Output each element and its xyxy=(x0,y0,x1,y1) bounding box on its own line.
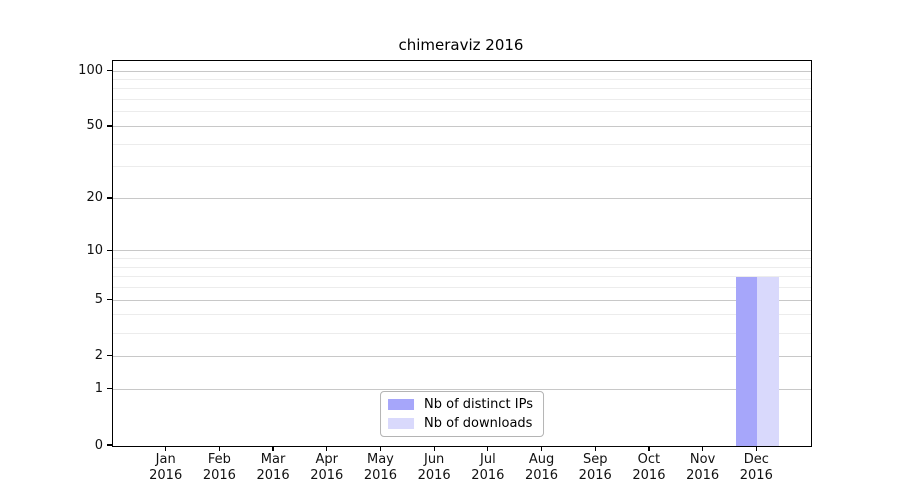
x-axis-tick xyxy=(326,446,328,451)
month-label: Jul xyxy=(480,452,496,467)
gridline-minor xyxy=(113,266,811,268)
x-axis-tick-label: Apr 2016 xyxy=(297,452,357,484)
y-axis-tick xyxy=(107,444,112,446)
y-axis-tick xyxy=(107,355,112,357)
y-axis-tick-label: 10 xyxy=(86,242,103,258)
bar-distinct-ips xyxy=(735,277,758,446)
x-axis-tick-label: Oct 2016 xyxy=(619,452,679,484)
year-label: 2016 xyxy=(310,468,344,483)
y-axis-tick-label: 0 xyxy=(94,437,103,453)
y-axis-tick-label: 5 xyxy=(94,292,103,308)
y-axis-tick xyxy=(107,299,112,301)
gridline-minor xyxy=(113,111,811,113)
y-axis-tick-label: 20 xyxy=(86,190,103,206)
x-axis-tick-label: Sep 2016 xyxy=(565,452,625,484)
bar-downloads xyxy=(757,277,779,446)
year-label: 2016 xyxy=(363,468,397,483)
y-axis-tick xyxy=(107,125,112,127)
x-axis-tick-label: Nov 2016 xyxy=(673,452,733,484)
y-axis-tick xyxy=(107,197,112,199)
year-label: 2016 xyxy=(471,468,505,483)
month-label: Feb xyxy=(207,452,231,467)
year-label: 2016 xyxy=(417,468,451,483)
y-axis-tick xyxy=(107,69,112,72)
x-axis-tick xyxy=(540,446,543,451)
x-axis-tick-label: May 2016 xyxy=(350,452,410,484)
legend-swatch xyxy=(388,418,415,429)
x-axis-tick xyxy=(702,446,704,451)
gridline-major xyxy=(113,299,811,301)
x-axis-tick xyxy=(487,446,489,451)
x-axis-tick-label: Feb 2016 xyxy=(189,452,249,484)
y-axis-tick-label: 100 xyxy=(78,63,103,79)
year-label: 2016 xyxy=(202,468,236,483)
year-label: 2016 xyxy=(149,468,183,483)
x-axis-tick xyxy=(379,446,382,451)
gridline-minor xyxy=(113,314,811,316)
month-label: Dec xyxy=(743,452,769,467)
plot-area: Nb of distinct IPs Nb of downloads xyxy=(112,60,812,447)
gridline-major xyxy=(113,388,811,390)
legend: Nb of distinct IPs Nb of downloads xyxy=(380,391,544,437)
x-axis-tick xyxy=(433,446,435,451)
gridline-major xyxy=(113,355,811,357)
gridline-minor xyxy=(113,276,811,278)
month-label: Jun xyxy=(423,452,445,467)
x-axis-tick xyxy=(594,446,596,451)
gridline-major xyxy=(113,250,811,252)
month-label: Sep xyxy=(582,452,608,467)
x-axis-tick-label: Jul 2016 xyxy=(458,452,518,484)
month-label: Apr xyxy=(315,452,339,467)
y-axis-tick xyxy=(107,388,112,390)
gridline-minor xyxy=(113,143,811,145)
x-axis-tick xyxy=(272,446,274,451)
y-axis-tick-label: 2 xyxy=(94,348,103,364)
gridline-minor xyxy=(113,332,811,334)
year-label: 2016 xyxy=(739,468,773,483)
gridline-minor xyxy=(113,258,811,260)
month-label: Mar xyxy=(260,452,286,467)
x-axis-tick-label: Aug 2016 xyxy=(512,452,572,484)
gridline-minor xyxy=(113,79,811,80)
y-axis-tick-label: 50 xyxy=(86,118,103,134)
x-axis-tick-label: Dec 2016 xyxy=(726,452,786,484)
gridline-minor xyxy=(113,287,811,289)
x-axis-tick xyxy=(648,446,650,451)
gridline-minor xyxy=(113,88,811,90)
legend-item: Nb of downloads xyxy=(388,416,533,431)
gridline-minor xyxy=(113,166,811,168)
x-axis-tick xyxy=(755,446,757,451)
month-label: Nov xyxy=(689,452,716,467)
x-axis-tick-label: Jan 2016 xyxy=(136,452,196,484)
legend-item-label: Nb of downloads xyxy=(424,416,533,431)
x-axis-tick xyxy=(218,446,220,451)
year-label: 2016 xyxy=(632,468,666,483)
year-label: 2016 xyxy=(256,468,290,483)
x-axis-tick-label: Mar 2016 xyxy=(243,452,303,484)
gridline-major xyxy=(113,125,811,127)
x-axis-tick-label: Jun 2016 xyxy=(404,452,464,484)
y-axis-tick-label: 1 xyxy=(94,381,103,397)
year-label: 2016 xyxy=(578,468,612,483)
legend-item-label: Nb of distinct IPs xyxy=(424,397,533,412)
year-label: 2016 xyxy=(524,468,559,483)
month-label: Aug xyxy=(528,452,555,467)
month-label: May xyxy=(367,452,394,467)
year-label: 2016 xyxy=(686,468,720,483)
month-label: Jan xyxy=(155,452,176,467)
month-label: Oct xyxy=(637,452,661,467)
legend-swatch xyxy=(388,399,415,410)
legend-item: Nb of distinct IPs xyxy=(388,397,533,412)
y-axis-tick xyxy=(107,249,112,252)
gridline-minor xyxy=(113,99,811,101)
x-axis-tick xyxy=(165,446,167,451)
chart-title: chimeraviz 2016 xyxy=(398,36,524,54)
gridline-major xyxy=(113,197,811,199)
gridline-major xyxy=(113,70,811,72)
